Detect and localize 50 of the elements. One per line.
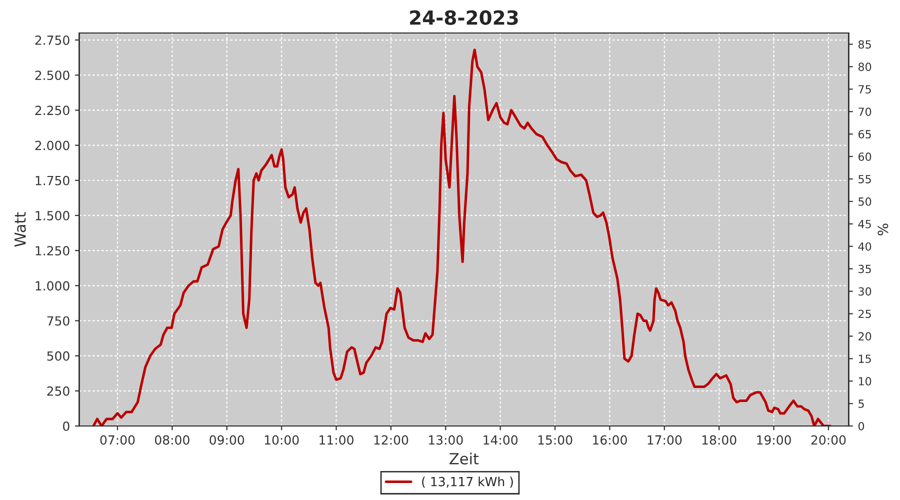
x-tick-label: 14:00 [484,435,518,445]
x-tick-label: 09:00 [210,435,244,445]
y2-tick-label: 75 [858,85,871,94]
x-tick-label: 13:00 [428,435,463,445]
y2-tick-label: 70 [858,108,872,116]
y2-tick-label: 55 [858,175,871,184]
x-tick-label: 15:00 [538,435,572,445]
y2-tick-label: 80 [858,62,872,72]
y-tick-label: 750 [47,316,70,326]
y-tick-label: 250 [47,386,70,396]
y-tick-label: 2.750 [35,35,70,45]
x-tick-label: 08:00 [154,435,190,445]
chart-title: 24-8-2023 [410,10,518,25]
y2-tick-label: 25 [858,310,871,318]
y2-tick-label: 35 [858,264,871,274]
y2-tick-label: 20 [858,332,872,341]
y2-tick-label: 15 [858,354,871,364]
x-tick-label: 07:00 [100,435,135,445]
y-tick-label: 1.250 [36,246,70,256]
y2-tick-label: 10 [858,377,872,386]
x-tick-label: 17:00 [648,435,682,445]
y-tick-label: 1.000 [36,281,70,291]
x-tick-label: 20:00 [811,435,846,445]
y-tick-label: 2.500 [35,70,70,80]
y2-tick-label: 0 [858,422,864,430]
x-tick-label: 16:00 [593,435,627,445]
x-tick-label: 12:00 [374,435,408,445]
x-tick-label: 11:00 [320,435,354,445]
y2-tick-label: 85 [858,40,871,49]
y2-tick-label: 30 [858,287,872,296]
x-tick-label: 18:00 [702,435,736,445]
legend-label: ( 13,117 kWh ) [422,476,513,488]
y2-tick-label: 5 [858,400,864,408]
y-tick-label: 1.500 [36,210,70,220]
y-tick-label: 2.000 [35,140,70,150]
y-tick-label: 1.750 [36,176,70,186]
y2-tick-label: 40 [858,242,872,251]
y-tick-label: 2.250 [35,106,70,116]
x-axis-title: Zeit [450,452,479,465]
y-tick-label: 0 [63,421,70,431]
y2-axis-title: % [878,224,888,236]
line-series [92,48,832,426]
y2-tick-label: 45 [858,220,871,228]
y2-tick-label: 50 [858,197,872,206]
y-tick-label: 500 [47,351,70,361]
x-tick-label: 19:00 [757,435,791,445]
y2-tick-label: 65 [858,130,871,138]
y2-tick-label: 60 [858,152,872,161]
y-axis-title: Watt [14,212,26,247]
x-tick-label: 10:00 [264,435,299,445]
